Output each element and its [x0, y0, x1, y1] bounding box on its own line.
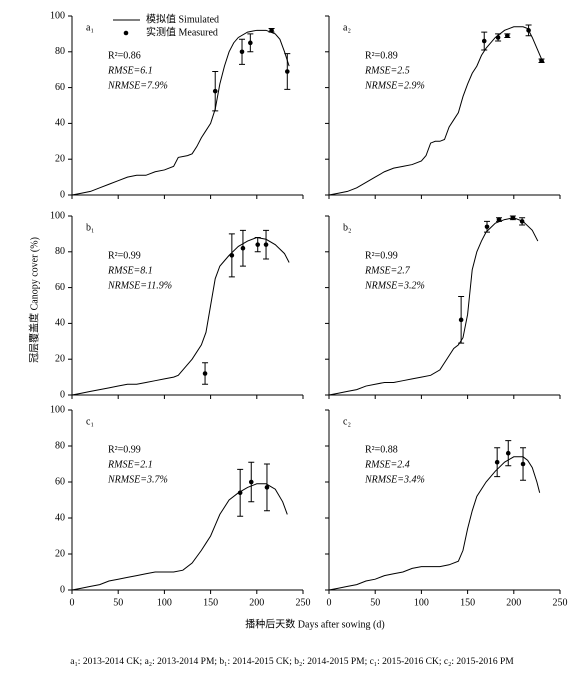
caption: a₁: 2013-2014 CK; a₂: 2013-2014 PM; b₁: …: [70, 657, 514, 667]
y-tick-label: 100: [50, 404, 65, 415]
legend-label: 模拟值 Simulated: [146, 12, 219, 25]
x-tick-label: 250: [553, 597, 568, 608]
simulated-line: [71, 29, 290, 196]
measured-point: [229, 253, 235, 258]
legend-marker: [123, 30, 129, 36]
measured-point: [481, 38, 487, 44]
x-tick-label: 100: [157, 597, 172, 608]
y-tick-label: 20: [55, 353, 65, 364]
y-tick-label: 20: [55, 153, 65, 164]
y-tick-label: 80: [55, 46, 65, 57]
x-tick-label: 150: [203, 597, 218, 608]
measured-point: [263, 242, 269, 247]
annotation: RMSE=8.1: [107, 265, 153, 276]
measured-point: [248, 479, 254, 485]
annotation: R²=0.88: [365, 444, 398, 455]
measured-point: [505, 450, 511, 456]
measured-point: [495, 35, 501, 40]
panel-label: a₁: [86, 22, 94, 33]
y-tick-label: 40: [55, 512, 65, 523]
panel-label: c₂: [343, 416, 351, 427]
annotation: NRMSE=2.9%: [364, 80, 425, 91]
simulated-line: [71, 483, 288, 591]
y-tick-label: 100: [50, 10, 65, 21]
measured-point: [458, 317, 464, 323]
annotation: RMSE=2.7: [364, 265, 411, 276]
measured-point: [248, 40, 253, 46]
x-tick-label: 50: [113, 597, 123, 608]
legend-label: 实测值 Measured: [146, 25, 218, 38]
y-tick-label: 100: [50, 210, 65, 221]
annotation: NRMSE=3.7%: [107, 474, 168, 485]
annotation: R²=0.86: [108, 50, 141, 61]
simulated-line: [328, 456, 541, 591]
measured-point: [510, 215, 516, 221]
simulated-line: [71, 236, 290, 396]
measured-point: [484, 224, 490, 230]
panel-label: b₁: [86, 222, 95, 233]
measured-point: [255, 242, 261, 247]
x-tick-label: 100: [414, 597, 429, 608]
annotation: RMSE=2.5: [364, 65, 410, 76]
y-tick-label: 60: [55, 282, 65, 293]
measured-point: [239, 49, 245, 55]
annotation: RMSE=2.1: [107, 459, 153, 470]
x-tick-label: 150: [460, 597, 475, 608]
x-tick-label: 200: [506, 597, 521, 608]
y-tick-label: 0: [60, 389, 65, 400]
measured-point: [212, 88, 218, 94]
simulated-line: [328, 217, 539, 396]
x-tick-label: 0: [327, 597, 332, 608]
measured-point: [494, 459, 500, 465]
x-tick-label: 50: [370, 597, 380, 608]
x-tick-label: 200: [249, 597, 264, 608]
y-tick-label: 40: [55, 118, 65, 129]
y-tick-label: 0: [60, 584, 65, 595]
measured-point: [269, 28, 274, 33]
panel-label: c₁: [86, 416, 94, 427]
y-tick-label: 20: [55, 548, 65, 559]
panel-label: a₂: [343, 22, 351, 33]
y-tick-label: 40: [55, 318, 65, 329]
annotation: R²=0.99: [365, 250, 398, 261]
annotation: R²=0.89: [365, 50, 398, 61]
y-axis-label: 冠层覆盖度 Canopy cover (%): [27, 237, 40, 363]
y-tick-label: 60: [55, 476, 65, 487]
measured-point: [519, 219, 525, 224]
y-tick-label: 80: [55, 440, 65, 451]
measured-point: [526, 28, 531, 33]
measured-point: [496, 217, 502, 222]
measured-point: [240, 245, 246, 251]
annotation: NRMSE=7.9%: [107, 80, 168, 91]
measured-point: [264, 485, 270, 490]
annotation: NRMSE=11.9%: [107, 280, 172, 291]
annotation: NRMSE=3.2%: [364, 280, 425, 291]
measured-point: [202, 371, 208, 376]
measured-point: [505, 33, 510, 38]
annotation: R²=0.99: [108, 250, 141, 261]
measured-point: [520, 461, 526, 467]
panel-label: b₂: [343, 222, 352, 233]
x-axis-label: 播种后天数 Days after sowing (d): [245, 617, 384, 630]
y-tick-label: 60: [55, 82, 65, 93]
measured-point: [539, 58, 544, 64]
measured-point: [284, 69, 290, 74]
measured-point: [237, 490, 243, 496]
annotation: RMSE=6.1: [107, 65, 153, 76]
simulated-line: [328, 26, 545, 196]
annotation: RMSE=2.4: [364, 459, 410, 470]
y-tick-label: 80: [55, 246, 65, 257]
annotation: NRMSE=3.4%: [364, 474, 425, 485]
x-tick-label: 250: [296, 597, 311, 608]
x-tick-label: 0: [70, 597, 75, 608]
y-tick-label: 0: [60, 189, 65, 200]
annotation: R²=0.99: [108, 444, 141, 455]
